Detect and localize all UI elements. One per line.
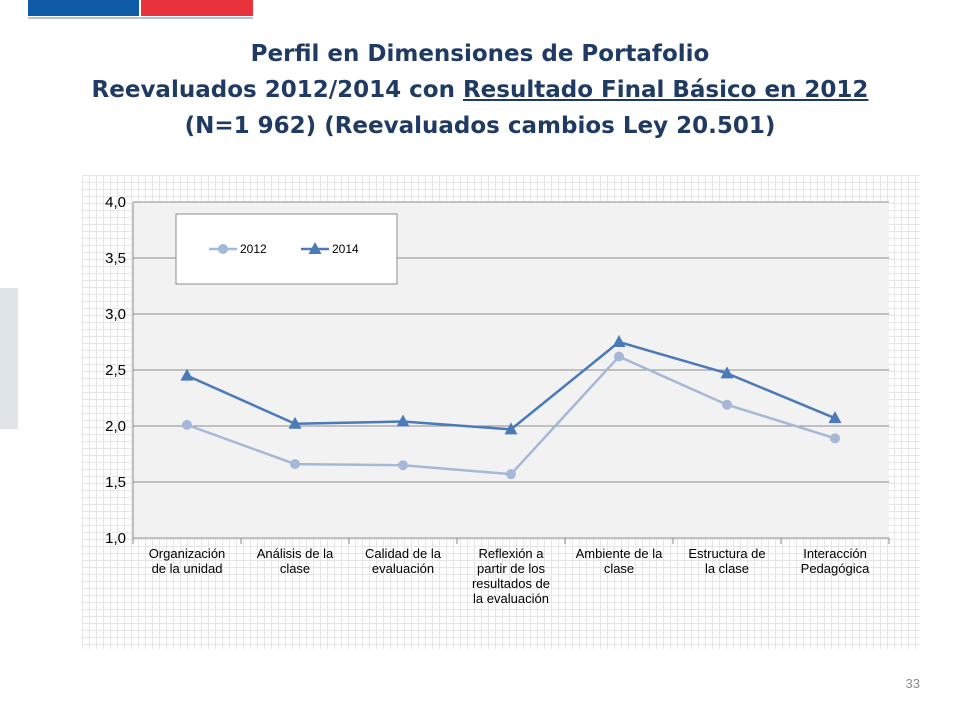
point-marker	[180, 368, 194, 381]
y-tick-label: 2,5	[105, 362, 126, 379]
y-tick-label: 3,5	[105, 250, 126, 267]
x-category-line: Reflexión a	[478, 546, 544, 561]
y-tick-label: 3,0	[105, 306, 126, 323]
legend-label: 2014	[332, 242, 359, 256]
title-line-1: Perfil en Dimensiones de Portafolio	[250, 41, 710, 67]
chart-container: 1,0 1,5 2,0 2,5 3,0 3,5 4,0 Organización de la …	[82, 175, 920, 649]
side-tab	[0, 288, 18, 429]
series-layer	[180, 335, 842, 480]
point-marker	[504, 422, 518, 435]
x-category-line: resultados de	[472, 576, 550, 591]
x-category-line: Estructura de	[688, 546, 765, 561]
title-line-3: (N=1 962) (Reevaluados cambios Ley 20.50…	[184, 113, 776, 139]
point-marker	[290, 459, 300, 470]
point-marker	[722, 399, 732, 410]
title-line-2: Reevaluados 2012/2014 con Resultado Fina…	[40, 72, 920, 108]
legend-label: 2012	[240, 242, 267, 256]
flag-red-bar	[141, 0, 253, 16]
x-category-label: Organización de la unidad	[149, 546, 226, 576]
point-marker	[830, 433, 840, 444]
legend: 2012 2014	[175, 213, 398, 285]
flag-divider	[28, 17, 253, 19]
point-marker	[506, 469, 516, 480]
x-category-line: Interacción	[803, 546, 867, 561]
y-tick-label: 1,0	[105, 530, 126, 547]
title-line-2-prefix: Reevaluados 2012/2014 con	[91, 77, 463, 103]
x-category-line: Organización	[149, 546, 226, 561]
x-category-line: Calidad de la	[365, 546, 442, 561]
point-marker	[828, 411, 842, 424]
y-tick-label: 2,0	[105, 418, 126, 435]
x-category-label: Análisis de la clase	[257, 546, 334, 576]
point-marker	[288, 416, 302, 429]
x-category-line: clase	[280, 561, 310, 576]
line-chart: 1,0 1,5 2,0 2,5 3,0 3,5 4,0 Organización de la …	[82, 175, 920, 649]
x-category-line: clase	[604, 561, 634, 576]
point-marker	[182, 419, 192, 430]
y-tick-label: 1,5	[105, 474, 126, 491]
title-line-2-underlined: Resultado Final Básico en 2012	[462, 77, 869, 103]
x-category-line: partir de los	[477, 561, 545, 576]
point-marker	[308, 242, 322, 254]
x-category-label: Calidad de la evaluación	[365, 546, 442, 576]
point-marker	[720, 366, 734, 379]
x-category-label: Interacción Pedagógica	[801, 546, 870, 576]
x-category-line: la clase	[705, 561, 749, 576]
x-category-line: Pedagógica	[801, 561, 870, 576]
point-marker	[614, 351, 624, 362]
x-category-line: evaluación	[372, 561, 434, 576]
slide-title: Perfil en Dimensiones de Portafolio Reev…	[40, 36, 920, 144]
y-axis-ticks: 1,0 1,5 2,0 2,5 3,0 3,5 4,0	[105, 194, 126, 547]
x-category-line: de la unidad	[152, 561, 223, 576]
point-marker	[398, 460, 408, 471]
point-marker	[218, 244, 228, 254]
y-tick-label: 4,0	[105, 194, 126, 211]
point-marker	[396, 414, 410, 427]
x-category-line: la evaluación	[473, 591, 549, 606]
x-category-line: Ambiente de la	[576, 546, 663, 561]
x-category-label: Reflexión a partir de los resultados de la …	[472, 546, 550, 606]
point-marker	[612, 335, 626, 347]
x-category-line: Análisis de la	[257, 546, 334, 561]
x-category-label: Estructura de la clase	[688, 546, 765, 576]
x-category-label: Ambiente de la clase	[576, 546, 663, 576]
flag-blue-bar	[28, 0, 139, 16]
slide-number: 33	[905, 676, 920, 691]
